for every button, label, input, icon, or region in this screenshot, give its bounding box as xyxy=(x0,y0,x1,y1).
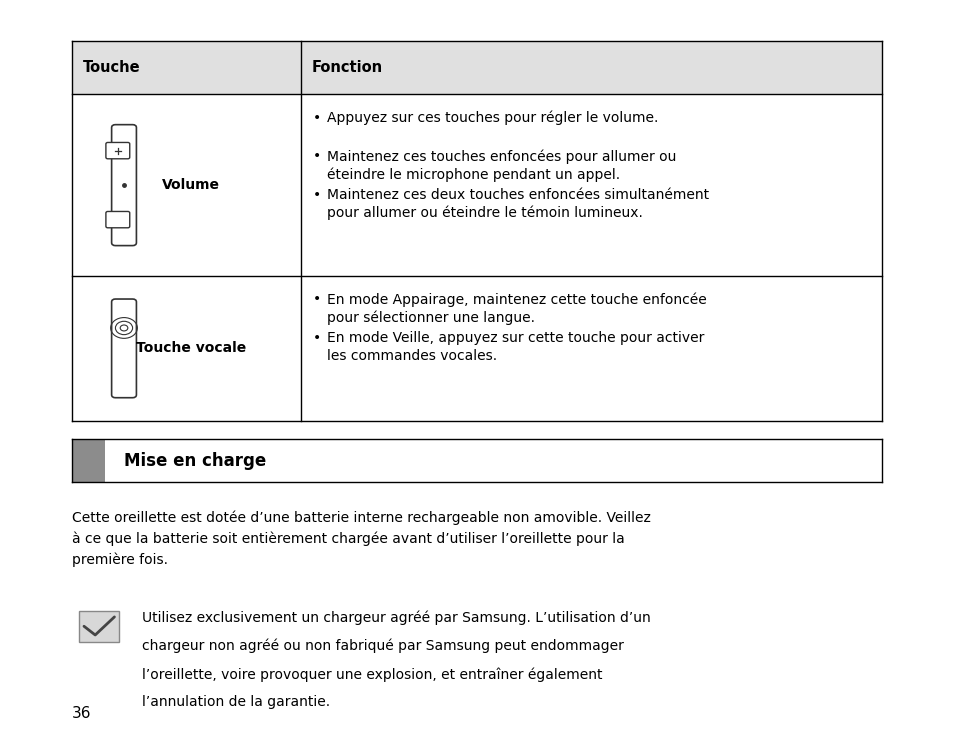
Bar xyxy=(71,439,105,482)
Text: •: • xyxy=(313,188,321,202)
FancyBboxPatch shape xyxy=(106,142,130,159)
Text: En mode Veille, appuyez sur cette touche pour activer
les commandes vocales.: En mode Veille, appuyez sur cette touche… xyxy=(327,331,704,363)
Text: •: • xyxy=(313,111,321,125)
Text: Mise en charge: Mise en charge xyxy=(124,452,266,470)
Text: Touche vocale: Touche vocale xyxy=(135,341,246,355)
Text: l’annulation de la garantie.: l’annulation de la garantie. xyxy=(142,695,330,709)
FancyBboxPatch shape xyxy=(112,125,136,246)
Text: En mode Appairage, maintenez cette touche enfoncée
pour sélectionner une langue.: En mode Appairage, maintenez cette touch… xyxy=(327,292,706,326)
Text: Maintenez ces deux touches enfoncées simultanément
pour allumer ou éteindre le t: Maintenez ces deux touches enfoncées sim… xyxy=(327,188,709,220)
Text: 36: 36 xyxy=(71,706,91,721)
Text: Touche: Touche xyxy=(83,60,140,75)
FancyBboxPatch shape xyxy=(112,299,136,398)
Text: chargeur non agréé ou non fabriqué par Samsung peut endommager: chargeur non agréé ou non fabriqué par S… xyxy=(142,639,623,654)
Text: Appuyez sur ces touches pour régler le volume.: Appuyez sur ces touches pour régler le v… xyxy=(327,111,658,125)
Text: •: • xyxy=(313,149,321,163)
Text: Volume: Volume xyxy=(162,178,219,192)
FancyBboxPatch shape xyxy=(106,211,130,228)
Text: Maintenez ces touches enfoncées pour allumer ou
éteindre le microphone pendant u: Maintenez ces touches enfoncées pour all… xyxy=(327,149,676,183)
Text: Cette oreillette est dotée d’une batterie interne rechargeable non amovible. Vei: Cette oreillette est dotée d’une batteri… xyxy=(71,510,650,567)
Text: •: • xyxy=(313,292,321,306)
Bar xyxy=(79,611,119,642)
Text: •: • xyxy=(313,331,321,345)
Bar xyxy=(71,41,882,94)
Text: l’oreillette, voire provoquer une explosion, et entraîner également: l’oreillette, voire provoquer une explos… xyxy=(142,667,602,682)
Text: Fonction: Fonction xyxy=(312,60,383,75)
Text: Utilisez exclusivement un chargeur agréé par Samsung. L’utilisation d’un: Utilisez exclusivement un chargeur agréé… xyxy=(142,611,650,626)
